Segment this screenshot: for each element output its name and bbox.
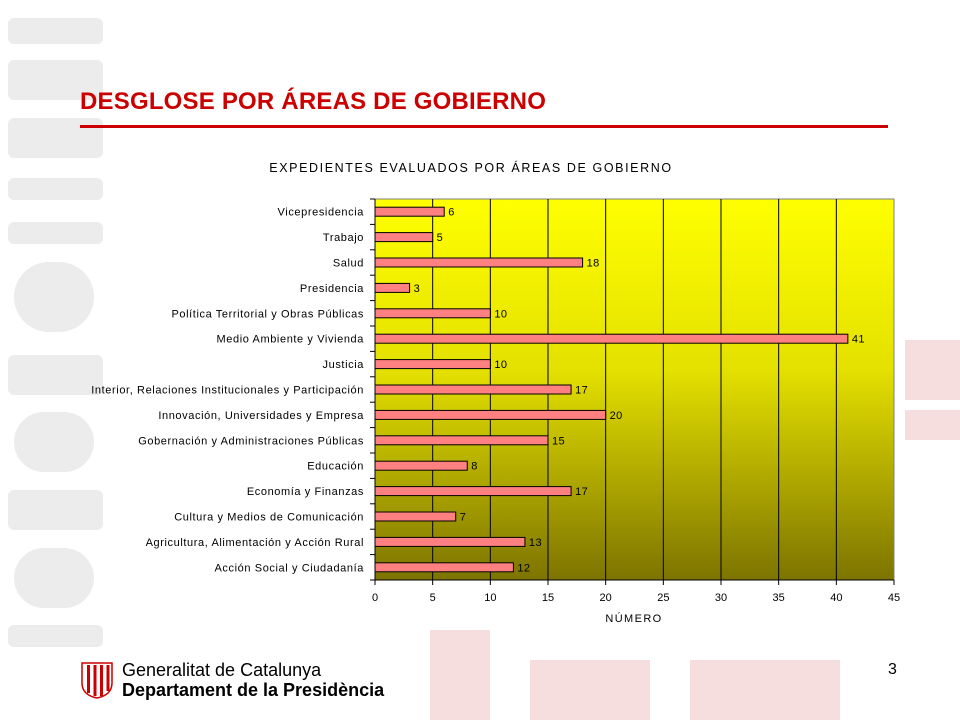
bar — [374, 308, 491, 319]
bar — [374, 511, 457, 522]
x-tick-label: 45 — [888, 592, 900, 604]
watermark-left-column — [0, 0, 115, 720]
data-label: 20 — [610, 410, 623, 422]
logo-line-generalitat: Generalitat de Catalunya — [122, 660, 322, 680]
bar — [374, 486, 572, 497]
data-label: 41 — [852, 334, 865, 346]
page-number: 3 — [888, 661, 897, 678]
category-label: Presidencia — [300, 283, 364, 295]
bar — [374, 333, 849, 344]
title-underline — [80, 125, 888, 128]
category-label: Vicepresidencia — [278, 207, 365, 219]
category-label: Trabajo — [323, 232, 364, 244]
bar — [374, 232, 434, 243]
category-label: Medio Ambiente y Vivienda — [217, 334, 365, 346]
bar — [374, 384, 572, 395]
x-axis-title: NÚMERO — [605, 612, 662, 625]
watermark-red-block — [905, 340, 960, 400]
generalitat-logo: Generalitat de Catalunya Departament de … — [80, 659, 405, 701]
bar — [374, 282, 411, 293]
data-label: 6 — [448, 207, 455, 219]
x-tick-label: 10 — [484, 592, 496, 604]
x-tick-label: 40 — [830, 592, 842, 604]
bar — [374, 562, 514, 573]
watermark-red-block — [690, 660, 840, 720]
category-label: Innovación, Universidades y Empresa — [158, 410, 364, 422]
logo-line-department: Departament de la Presidència — [122, 680, 385, 700]
category-label: Cultura y Medios de Comunicación — [174, 512, 364, 524]
data-label: 15 — [552, 435, 565, 447]
data-label: 7 — [460, 512, 467, 524]
x-tick-label: 35 — [773, 592, 785, 604]
bar — [374, 536, 526, 547]
data-label: 12 — [517, 562, 530, 574]
x-tick-label: 5 — [430, 592, 436, 604]
slide-title: DESGLOSE POR ÁREAS DE GOBIERNO — [80, 88, 547, 115]
data-label: 17 — [575, 385, 588, 397]
data-label: 17 — [575, 486, 588, 498]
bar — [374, 359, 491, 370]
category-label: Justicia — [323, 359, 365, 371]
bar — [374, 206, 445, 217]
category-label: Salud — [333, 258, 364, 270]
watermark-red-block — [905, 410, 960, 440]
watermark-red-block — [430, 630, 490, 720]
data-label: 10 — [494, 359, 507, 371]
category-label: Agricultura, Alimentación y Acción Rural — [146, 537, 364, 549]
category-label: Educación — [307, 461, 364, 473]
data-label: 18 — [587, 258, 600, 270]
bar-chart: EXPEDIENTES EVALUADOS POR ÁREAS DE GOBIE… — [91, 160, 900, 625]
bar — [374, 435, 549, 446]
bar — [374, 460, 468, 471]
x-tick-label: 30 — [715, 592, 727, 604]
bar — [374, 257, 584, 268]
x-tick-label: 25 — [657, 592, 669, 604]
category-label: Economía y Finanzas — [247, 486, 364, 498]
data-label: 3 — [414, 283, 421, 295]
watermark-red-block — [530, 660, 650, 720]
category-label: Política Territorial y Obras Públicas — [171, 308, 364, 320]
bar — [374, 409, 607, 420]
data-label: 13 — [529, 537, 542, 549]
category-label: Interior, Relaciones Institucionales y P… — [91, 385, 364, 397]
data-label: 10 — [494, 308, 507, 320]
category-label: Gobernación y Administraciones Públicas — [138, 435, 364, 447]
chart-title: EXPEDIENTES EVALUADOS POR ÁREAS DE GOBIE… — [269, 160, 672, 175]
category-label: Acción Social y Ciudadanía — [214, 562, 364, 574]
x-tick-label: 0 — [372, 592, 378, 604]
x-tick-label: 20 — [600, 592, 612, 604]
data-label: 8 — [471, 461, 478, 473]
x-tick-label: 15 — [542, 592, 554, 604]
data-label: 5 — [437, 232, 444, 244]
senyera-logo-icon — [81, 662, 113, 699]
